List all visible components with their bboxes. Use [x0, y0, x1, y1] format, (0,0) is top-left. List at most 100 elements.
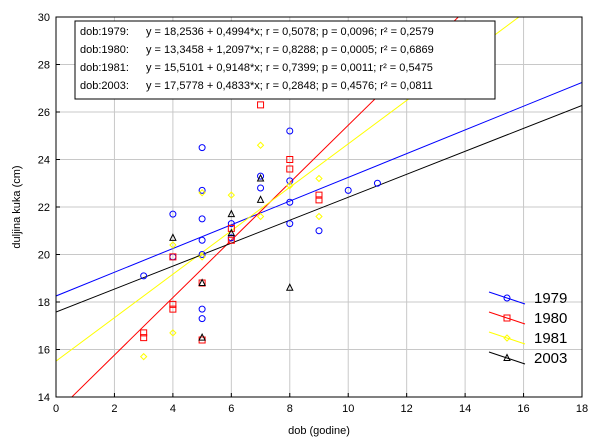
y-tick-label: 14	[38, 392, 50, 404]
x-tick-label: 2	[111, 403, 117, 415]
data-point-1979	[169, 210, 177, 218]
data-point-1980	[257, 101, 265, 109]
x-tick-label: 8	[287, 403, 293, 415]
data-point-1979	[257, 184, 265, 192]
data-point-1979	[198, 305, 206, 313]
y-tick-label: 26	[38, 107, 50, 119]
y-tick-label: 18	[38, 297, 50, 309]
equation-label: dob:2003:	[80, 80, 129, 92]
x-tick-label: 12	[401, 403, 413, 415]
data-point-1979	[198, 315, 206, 323]
data-point-1981	[169, 329, 177, 337]
data-point-1979	[286, 177, 294, 185]
data-point-1979	[344, 186, 352, 194]
legend-marker-2003	[503, 353, 511, 361]
data-point-1979	[286, 220, 294, 228]
data-point-1981	[139, 352, 148, 361]
data-point-1979	[198, 215, 206, 223]
x-tick-label: 10	[342, 403, 354, 415]
legend-label-1979: 1979	[534, 290, 567, 307]
data-point-1979	[140, 272, 148, 280]
equation-label: dob:1979:	[80, 26, 129, 38]
regression-line-2003	[56, 104, 582, 313]
equation-label: dob:1980:	[80, 44, 129, 56]
legend-marker-1981	[503, 334, 511, 342]
data-point-1980	[227, 224, 235, 232]
data-point-1980	[286, 156, 294, 163]
equation-text: y = 18,2536 + 0,4994*x; r = 0,5078; p = …	[146, 26, 434, 38]
x-tick-label: 4	[170, 403, 176, 415]
legend-label-2003: 2003	[534, 350, 567, 367]
data-point-1980	[227, 236, 235, 244]
legend-label-1981: 1981	[534, 330, 567, 347]
data-point-1981	[256, 212, 265, 221]
data-point-1981	[198, 189, 206, 197]
data-point-1980	[169, 300, 177, 308]
x-tick-label: 6	[228, 403, 234, 415]
equation-box: dob:1979: y = 18,2536 + 0,4994*x; r = 0,5…	[74, 20, 496, 100]
data-point-1981	[227, 191, 236, 199]
data-point-1980	[169, 305, 177, 313]
equation-box-frame	[74, 20, 496, 100]
data-point-1981	[315, 212, 323, 221]
data-point-1979	[286, 198, 294, 206]
equation-text: y = 17,5778 + 0,4833*x; r = 0,2848; p = …	[146, 80, 433, 92]
y-tick-label: 20	[38, 250, 50, 262]
data-point-2003	[285, 283, 294, 291]
x-tick-label: 18	[576, 403, 588, 415]
y-tick-label: 22	[38, 202, 50, 214]
data-point-1979	[286, 127, 294, 135]
legend-line-1980	[488, 311, 526, 325]
data-point-2003	[169, 233, 177, 241]
data-point-1979	[315, 227, 323, 235]
y-tick-label: 30	[38, 12, 50, 24]
regression-line-1979	[56, 82, 582, 297]
data-point-1979	[373, 179, 381, 187]
data-point-2003	[227, 209, 236, 218]
legend-line-1979	[488, 291, 526, 305]
data-point-1980	[140, 329, 148, 337]
data-point-1980	[286, 165, 294, 173]
data-point-1979	[227, 220, 235, 228]
legend: 1979 1980 1981 2003	[488, 290, 567, 367]
data-point-1980	[169, 253, 177, 261]
data-points	[139, 101, 381, 361]
legend-marker-1979	[503, 294, 511, 302]
x-tick-label: 16	[517, 403, 529, 415]
y-axis-label: duljina kuka (cm)	[11, 165, 23, 248]
y-tick-label: 24	[38, 155, 50, 167]
equation-text: y = 13,3458 + 1,2097*x; r = 0,8288; p = …	[146, 44, 434, 56]
data-point-1981	[256, 141, 265, 149]
data-point-2003	[198, 333, 206, 341]
equation-text: y = 15,5101 + 0,9148*x; r = 0,7399; p = …	[146, 62, 433, 74]
equation-label: dob:1981:	[80, 62, 129, 74]
plot-frame	[55, 16, 583, 398]
data-point-1981	[286, 181, 294, 190]
y-tick-label: 16	[38, 345, 50, 357]
regression-line-1980	[71, 17, 460, 397]
data-point-2003	[256, 195, 265, 203]
data-point-2003	[198, 278, 206, 286]
legend-line-1981	[488, 331, 526, 345]
data-point-1979	[198, 186, 206, 194]
data-point-1979	[198, 236, 206, 244]
y-tick-label: 28	[38, 60, 50, 72]
x-tick-label: 14	[459, 403, 471, 415]
data-point-1981	[169, 241, 177, 249]
data-point-1980	[140, 334, 148, 342]
legend-label-1980: 1980	[534, 310, 567, 327]
data-point-1979	[257, 172, 265, 180]
data-point-2003	[227, 228, 236, 237]
x-tick-label: 0	[53, 403, 59, 415]
data-point-1980	[315, 191, 323, 199]
x-axis-label: dob (godine)	[288, 425, 350, 437]
data-point-1980	[315, 196, 323, 204]
data-point-1979	[198, 251, 206, 258]
data-point-1981	[198, 253, 206, 261]
data-point-1981	[315, 174, 323, 183]
data-point-2003	[256, 173, 265, 182]
legend-line-2003	[488, 351, 526, 365]
data-point-1979	[198, 144, 206, 152]
